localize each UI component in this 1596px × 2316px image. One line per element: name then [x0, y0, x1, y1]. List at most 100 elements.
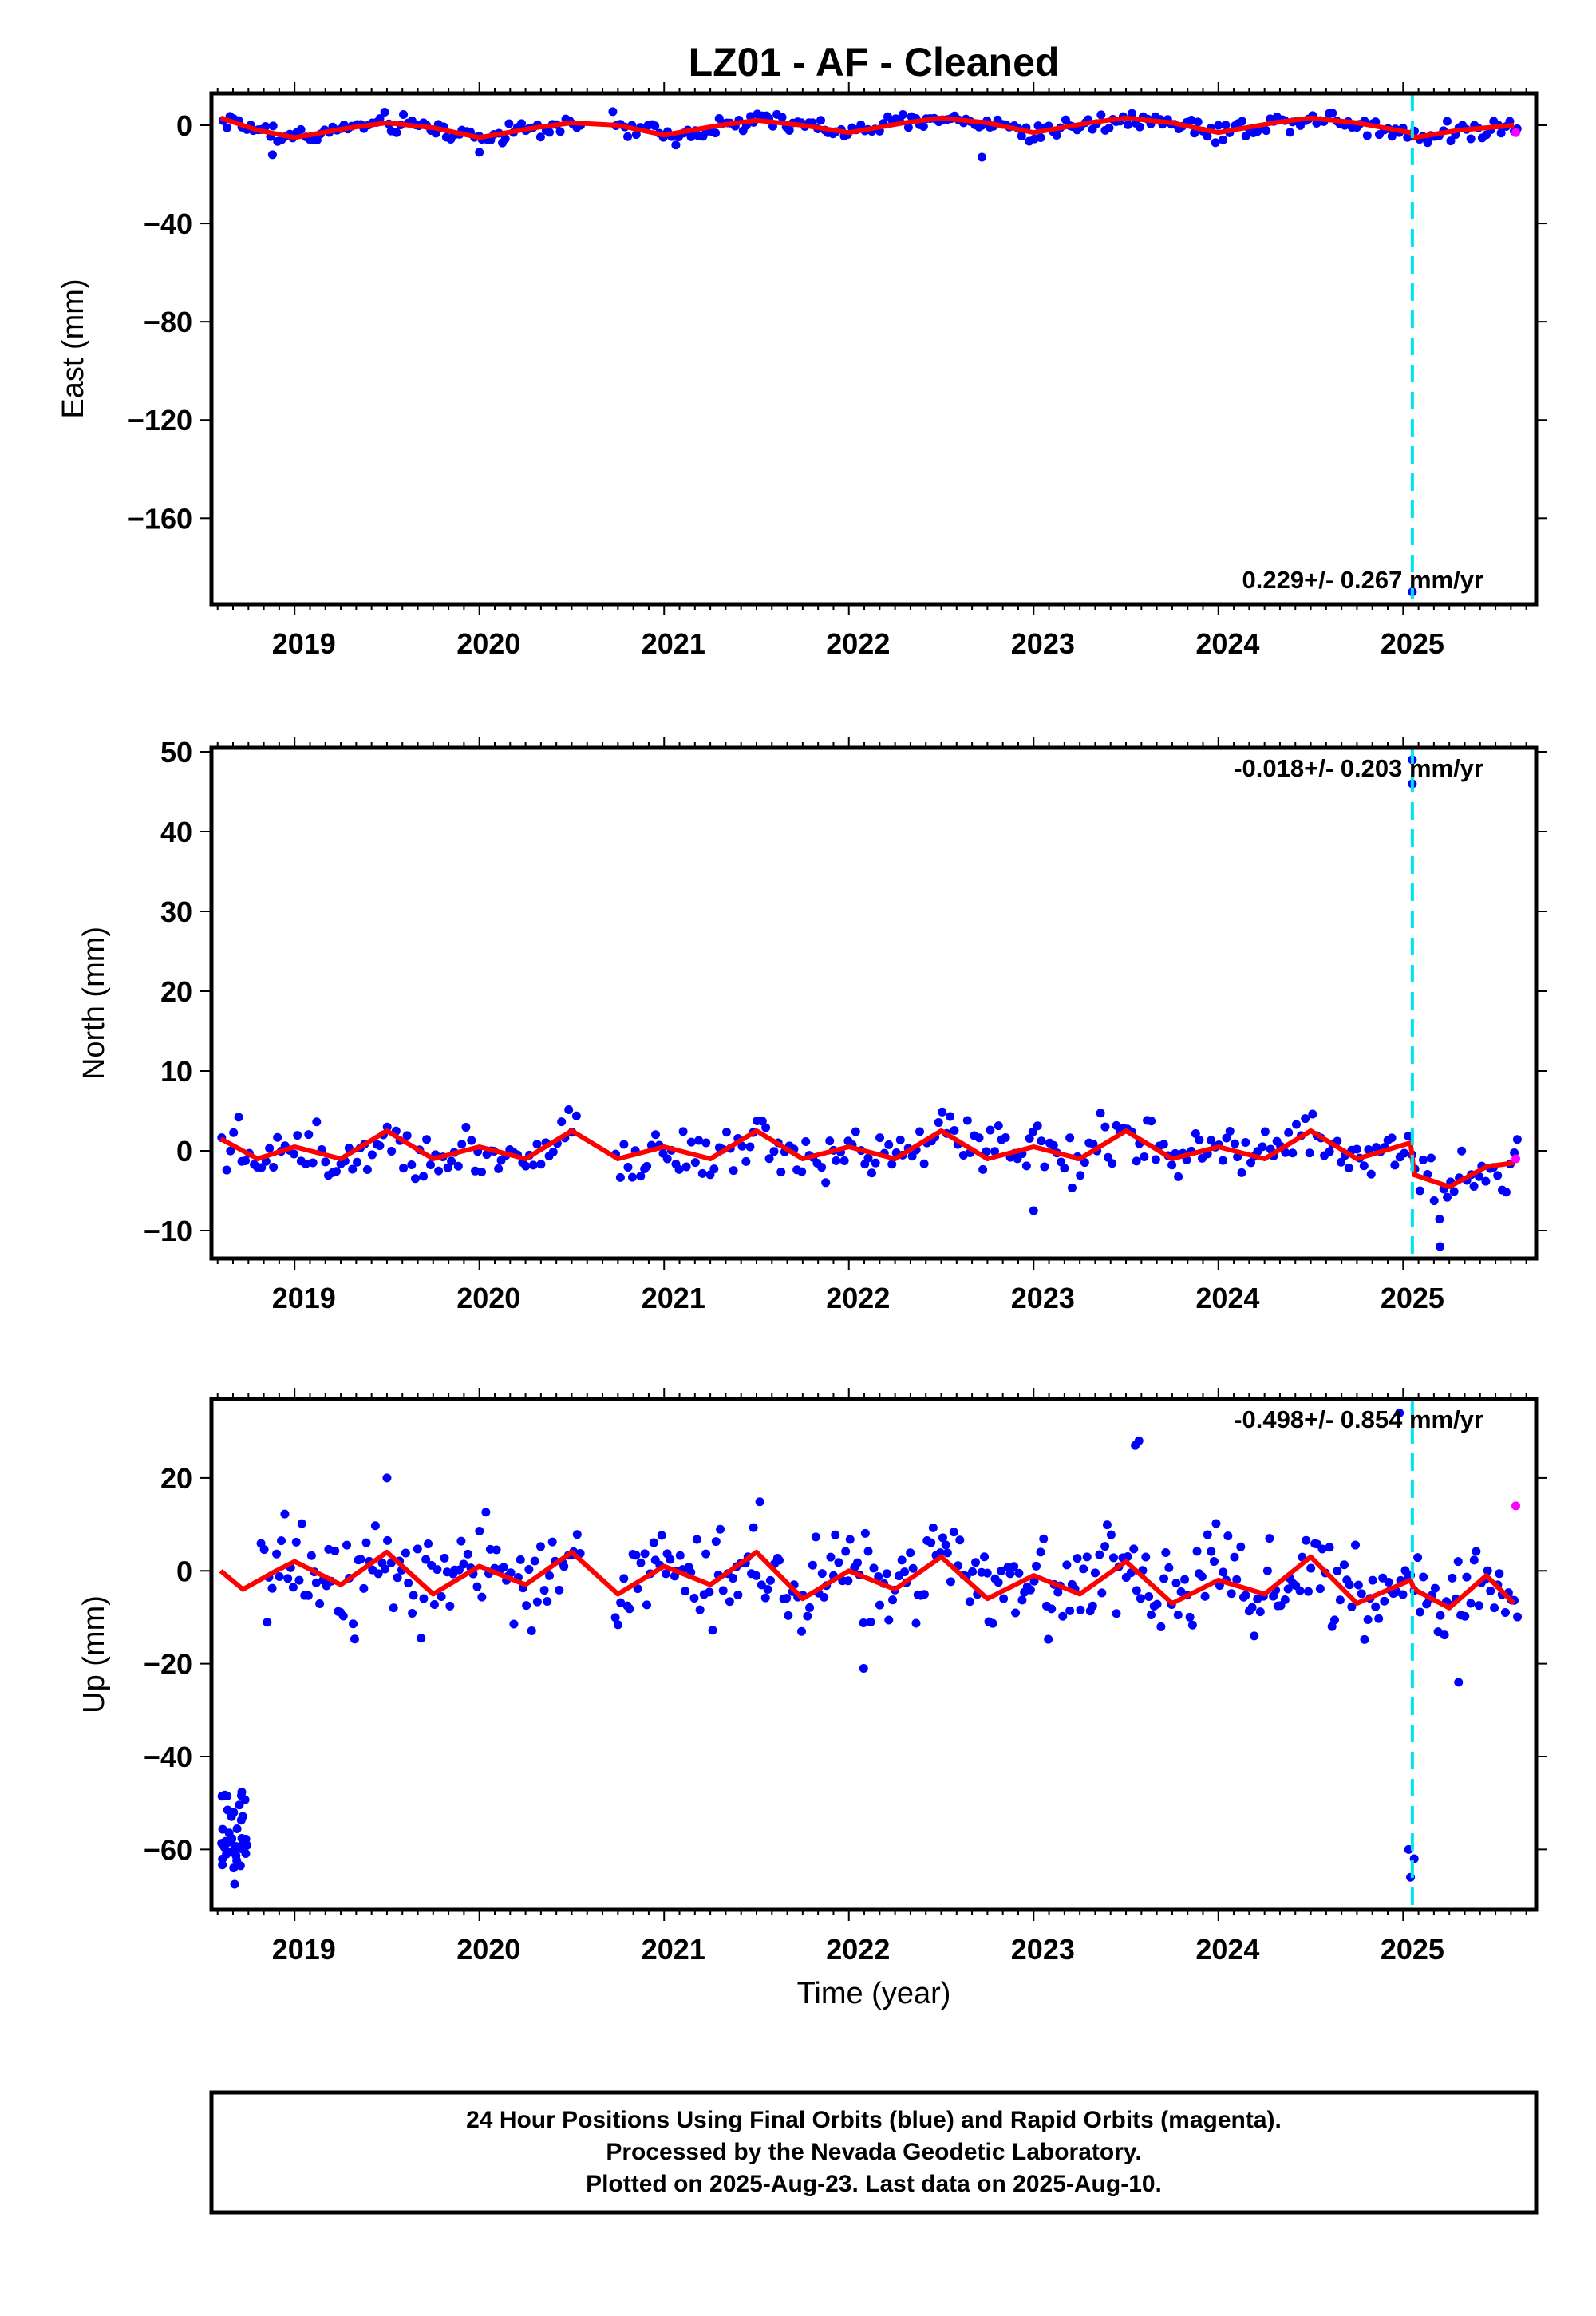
data-point	[433, 1565, 442, 1575]
data-point	[705, 1587, 714, 1597]
data-point	[610, 1613, 620, 1622]
data-point	[477, 1168, 487, 1177]
data-point	[1214, 121, 1223, 130]
data-point	[711, 1537, 721, 1547]
data-point	[708, 1626, 717, 1635]
data-point	[229, 1128, 239, 1137]
data-point	[1262, 1566, 1272, 1575]
velocity-label-east: 0.229+/- 0.267 mm/yr	[1242, 566, 1483, 594]
data-point	[1159, 1574, 1169, 1583]
data-point	[777, 113, 787, 122]
data-point	[311, 1578, 321, 1587]
data-point	[1315, 1584, 1325, 1594]
data-point	[642, 1600, 652, 1610]
data-point	[1192, 1547, 1202, 1556]
data-point	[1483, 1566, 1492, 1575]
data-point	[1065, 1606, 1075, 1615]
data-point	[906, 1548, 915, 1558]
data-point	[555, 1585, 564, 1595]
data-point	[1082, 1552, 1092, 1562]
x-tick-label-up: 2023	[1011, 1933, 1075, 1966]
data-point	[437, 1592, 446, 1602]
data-point	[348, 1164, 358, 1174]
data-point	[613, 1620, 622, 1630]
data-point	[422, 1135, 432, 1144]
data-point	[1171, 1579, 1181, 1588]
data-point	[413, 1544, 422, 1554]
x-tick-label-up: 2019	[272, 1933, 336, 1966]
data-point	[1200, 1591, 1210, 1601]
data-point	[1327, 1622, 1337, 1631]
rapid-orbit-point	[1511, 1501, 1521, 1511]
data-point	[697, 1168, 707, 1178]
data-point	[1265, 1534, 1274, 1543]
data-point	[919, 1159, 929, 1168]
data-point	[965, 1597, 974, 1607]
data-point	[811, 1532, 820, 1542]
data-point	[716, 1524, 725, 1534]
data-point	[1486, 1586, 1495, 1595]
data-point	[949, 1528, 958, 1537]
data-point	[769, 1147, 779, 1156]
data-point	[907, 1152, 917, 1161]
panel-north: 50 40 30 20 10 0 −10 2019 2020 2021 2022 2023 2024 20…	[77, 736, 1547, 1314]
data-point	[1036, 1547, 1045, 1557]
data-point	[1219, 135, 1228, 144]
data-point	[535, 132, 545, 142]
data-point	[1291, 1120, 1301, 1129]
data-point	[1173, 1611, 1183, 1620]
data-point	[1001, 1133, 1010, 1143]
data-point	[492, 1545, 501, 1555]
data-point	[1241, 132, 1250, 141]
data-point	[1360, 1634, 1369, 1644]
data-point	[1366, 1169, 1376, 1179]
data-point	[709, 1164, 719, 1174]
data-point	[1260, 1127, 1270, 1136]
x-tick-label-east: 2019	[272, 627, 336, 660]
data-point	[1333, 1566, 1342, 1575]
plot-area-north	[217, 748, 1522, 1259]
data-point	[1500, 1607, 1510, 1617]
data-point	[619, 1140, 629, 1149]
x-tick-label-up: 2025	[1381, 1933, 1444, 1966]
data-point	[1466, 1599, 1476, 1608]
data-point	[1067, 1183, 1077, 1192]
data-point	[841, 1547, 851, 1556]
data-point	[443, 1163, 452, 1172]
data-point	[445, 1601, 455, 1611]
data-point	[463, 1549, 472, 1559]
data-point	[908, 1563, 918, 1573]
data-point	[1413, 1553, 1423, 1563]
data-point	[1164, 1563, 1174, 1572]
data-point	[888, 1595, 898, 1605]
data-point	[1151, 1155, 1160, 1164]
data-point	[982, 1568, 992, 1578]
y-axis-label-east: East (mm)	[57, 279, 90, 418]
data-point	[733, 1590, 743, 1599]
data-point	[1460, 1611, 1470, 1621]
data-point	[1371, 1602, 1381, 1611]
data-point	[223, 123, 232, 132]
data-point	[241, 1834, 251, 1844]
data-point	[689, 1594, 699, 1603]
data-point	[1174, 1172, 1183, 1181]
data-point	[1088, 1139, 1098, 1148]
outlier-point	[1395, 1408, 1404, 1417]
data-point	[273, 1132, 282, 1142]
x-tick-label-east: 2022	[826, 627, 890, 660]
data-point	[887, 1160, 897, 1169]
data-point	[1211, 1519, 1221, 1528]
data-point	[301, 1159, 310, 1168]
data-point	[1219, 1156, 1228, 1165]
data-point	[342, 1540, 352, 1550]
data-point	[1453, 1557, 1463, 1567]
data-point	[557, 1117, 567, 1127]
x-tick-label-north: 2022	[826, 1282, 890, 1314]
data-point	[761, 1123, 771, 1132]
y-tick-label-north: 40	[160, 816, 192, 848]
data-point	[1011, 1608, 1021, 1618]
data-point	[903, 123, 913, 132]
data-point	[1185, 1612, 1195, 1622]
y-axis-label-up: Up (mm)	[77, 1595, 111, 1713]
data-point	[1076, 1171, 1085, 1180]
